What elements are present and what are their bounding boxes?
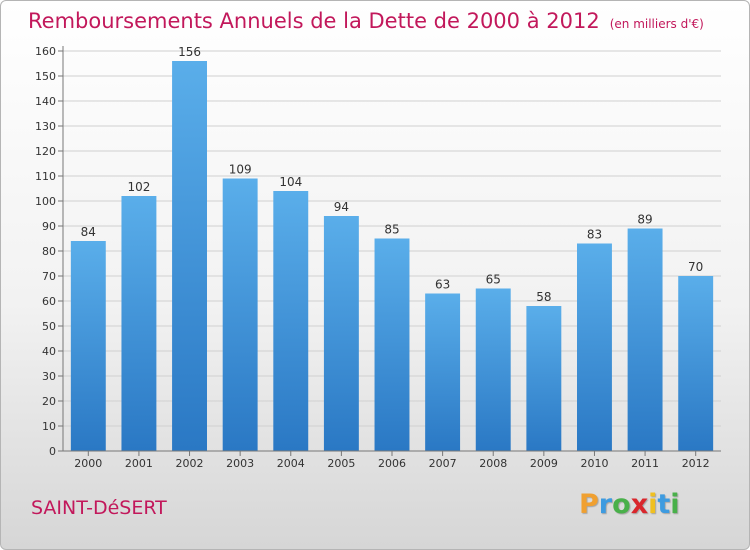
value-label-2008: 65 bbox=[486, 273, 501, 287]
logo-letter: i bbox=[648, 489, 658, 520]
bar-2011 bbox=[627, 228, 663, 451]
value-label-2004: 104 bbox=[279, 175, 302, 189]
chart-title-text: Remboursements Annuels de la Dette de 20… bbox=[28, 9, 600, 33]
y-tick-label-140: 140 bbox=[35, 95, 56, 108]
y-tick-label-40: 40 bbox=[42, 345, 56, 358]
y-tick-label-120: 120 bbox=[35, 145, 56, 158]
x-tick-label-2009: 2009 bbox=[530, 457, 558, 470]
bar-2007 bbox=[425, 293, 461, 451]
bar-2006 bbox=[374, 238, 410, 451]
value-label-2012: 70 bbox=[688, 260, 703, 274]
y-tick-label-90: 90 bbox=[42, 220, 56, 233]
value-label-2000: 84 bbox=[81, 225, 96, 239]
bar-2000 bbox=[70, 241, 106, 451]
value-label-2006: 85 bbox=[384, 223, 399, 237]
logo-letter: t bbox=[657, 489, 671, 520]
logo-letter: o bbox=[612, 489, 631, 520]
value-label-2009: 58 bbox=[536, 290, 551, 304]
bar-2009 bbox=[526, 306, 562, 451]
labels: 0 10 20 30 40 50 60 70 80 90 100 110 120 130 140 150 160… bbox=[35, 45, 710, 470]
value-label-2011: 89 bbox=[637, 213, 652, 227]
bar-2001 bbox=[121, 196, 157, 451]
y-tick-label-50: 50 bbox=[42, 320, 56, 333]
x-tick-label-2003: 2003 bbox=[226, 457, 254, 470]
logo-letter: P bbox=[579, 489, 599, 520]
value-label-2002: 156 bbox=[178, 45, 201, 59]
x-tick-label-2000: 2000 bbox=[74, 457, 102, 470]
value-label-2010: 83 bbox=[587, 228, 602, 242]
y-tick-label-130: 130 bbox=[35, 120, 56, 133]
place-name: SAINT-DéSERT bbox=[31, 497, 167, 519]
axes bbox=[58, 46, 721, 456]
x-tick-label-2001: 2001 bbox=[125, 457, 153, 470]
chart-subtitle: (en milliers d'€) bbox=[609, 17, 704, 31]
x-tick-label-2008: 2008 bbox=[479, 457, 507, 470]
value-label-2001: 102 bbox=[127, 180, 150, 194]
x-tick-label-2007: 2007 bbox=[429, 457, 457, 470]
proxiti-logo: Proxiti bbox=[579, 489, 680, 520]
logo-letter: r bbox=[598, 489, 613, 520]
y-tick-label-100: 100 bbox=[35, 195, 56, 208]
logo-letter: x bbox=[630, 489, 649, 520]
bar-2008 bbox=[475, 288, 511, 451]
x-tick-label-2010: 2010 bbox=[580, 457, 608, 470]
y-tick-label-80: 80 bbox=[42, 245, 56, 258]
x-tick-label-2012: 2012 bbox=[682, 457, 710, 470]
bars bbox=[70, 61, 714, 451]
bar-2003 bbox=[222, 178, 258, 451]
value-label-2003: 109 bbox=[229, 163, 252, 177]
y-tick-label-30: 30 bbox=[42, 370, 56, 383]
y-tick-label-0: 0 bbox=[49, 445, 56, 458]
bar-2002 bbox=[172, 61, 208, 451]
bar-2012 bbox=[678, 276, 714, 451]
y-tick-label-60: 60 bbox=[42, 295, 56, 308]
x-tick-label-2004: 2004 bbox=[277, 457, 305, 470]
y-tick-label-20: 20 bbox=[42, 395, 56, 408]
x-tick-label-2002: 2002 bbox=[176, 457, 204, 470]
value-label-2005: 94 bbox=[334, 200, 349, 214]
x-tick-label-2011: 2011 bbox=[631, 457, 659, 470]
value-label-2007: 63 bbox=[435, 278, 450, 292]
chart-title: Remboursements Annuels de la Dette de 20… bbox=[28, 9, 704, 33]
y-tick-label-70: 70 bbox=[42, 270, 56, 283]
y-tick-label-10: 10 bbox=[42, 420, 56, 433]
bar-2005 bbox=[323, 216, 359, 451]
bar-2010 bbox=[576, 243, 612, 451]
y-tick-label-150: 150 bbox=[35, 70, 56, 83]
logo-letter: i bbox=[670, 489, 680, 520]
x-tick-label-2005: 2005 bbox=[327, 457, 355, 470]
bar-2004 bbox=[273, 191, 309, 451]
x-tick-label-2006: 2006 bbox=[378, 457, 406, 470]
y-tick-label-110: 110 bbox=[35, 170, 56, 183]
y-tick-label-160: 160 bbox=[35, 45, 56, 58]
